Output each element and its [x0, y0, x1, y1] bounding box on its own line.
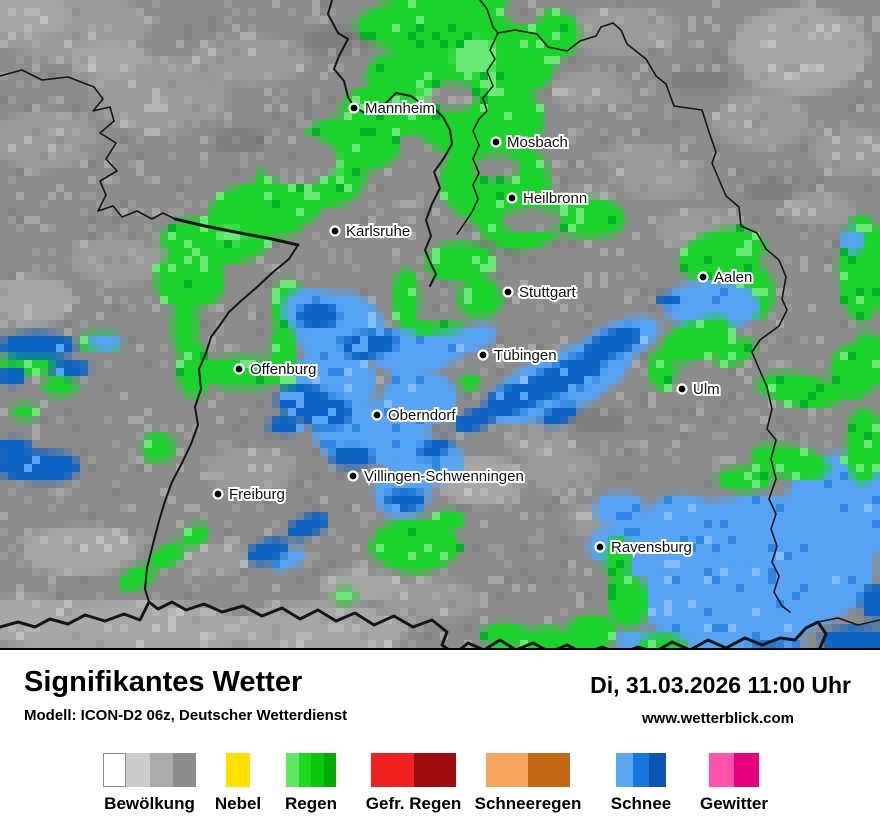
city-dot	[371, 409, 383, 421]
legend-swatch	[286, 753, 336, 787]
city-dot	[212, 488, 224, 500]
city-marker: Mannheim	[348, 98, 437, 119]
city-marker: Heilbronn	[506, 188, 589, 209]
model-info: Modell: ICON-D2 06z, Deutscher Wetterdie…	[24, 707, 348, 724]
city-dot	[697, 271, 709, 283]
city-marker: Ravensburg	[594, 537, 694, 558]
legend-group-4: Gefr. Regen	[366, 753, 461, 813]
city-label: Oberndorf	[388, 407, 456, 424]
city-marker: Freiburg	[212, 484, 287, 505]
city-dot	[594, 541, 606, 553]
city-marker: Villingen-Schwenningen	[347, 466, 526, 487]
city-dot	[347, 470, 359, 482]
city-dot	[506, 192, 518, 204]
border-line-6	[479, 0, 791, 613]
legend: Bewölkung Nebel Regen Gefr. Regen Schneerege…	[0, 650, 880, 830]
legend-group-5: Schneeregen	[475, 753, 581, 813]
city-marker: Tübingen	[477, 345, 559, 366]
city-label: Mosbach	[507, 134, 568, 151]
city-dot	[233, 363, 245, 375]
legend-label: Bewölkung	[104, 794, 195, 813]
city-label: Stuttgart	[519, 284, 577, 301]
legend-label: Schnee	[610, 794, 672, 813]
city-label: Mannheim	[365, 100, 435, 117]
legend-swatch	[103, 753, 196, 787]
city-label: Tübingen	[494, 347, 557, 364]
page-title: Signifikantes Wetter	[24, 666, 303, 698]
website: www.wetterblick.com	[642, 710, 794, 727]
datetime: Di, 31.03.2026 11:00 Uhr	[590, 672, 851, 698]
city-dot	[676, 383, 688, 395]
legend-group-6: Schnee	[611, 753, 671, 813]
city-marker: Stuttgart	[502, 282, 579, 303]
city-marker: Aalen	[697, 267, 754, 288]
legend-label: Nebel	[214, 794, 262, 813]
legend-group-2: Nebel	[215, 753, 261, 813]
border-line-2	[173, 217, 300, 247]
city-marker: Oberndorf	[371, 405, 458, 426]
city-dot	[329, 225, 341, 237]
city-dot	[477, 349, 489, 361]
border-line-5	[456, 32, 499, 235]
footer: Signifikantes Wetter Di, 31.03.2026 11:0…	[0, 650, 880, 830]
city-marker: Offenburg	[233, 359, 318, 380]
legend-label: Gewitter	[699, 794, 769, 813]
city-marker: Mosbach	[490, 132, 570, 153]
legend-swatch	[226, 753, 250, 787]
border-line-1	[0, 69, 176, 220]
legend-label: Gefr. Regen	[365, 794, 462, 813]
city-label: Aalen	[714, 269, 752, 286]
legend-swatch	[616, 753, 667, 787]
city-marker: Karlsruhe	[329, 221, 412, 242]
border-line-3	[144, 244, 299, 603]
border-line-7	[0, 600, 828, 648]
city-label: Villingen-Schwenningen	[364, 468, 524, 485]
border-line-8	[817, 617, 880, 626]
city-label: Karlsruhe	[346, 223, 410, 240]
border-line-4	[327, 0, 453, 287]
legend-label: Schneeregen	[474, 794, 582, 813]
city-label: Ravensburg	[611, 539, 692, 556]
legend-group-7: Gewitter	[700, 753, 768, 813]
city-dot	[490, 136, 502, 148]
city-marker: Ulm	[676, 379, 722, 400]
legend-group-3: Regen	[285, 753, 337, 813]
city-label: Freiburg	[229, 486, 285, 503]
city-dot	[348, 102, 360, 114]
city-label: Ulm	[693, 381, 720, 398]
city-dot	[502, 286, 514, 298]
weather-raster	[0, 0, 880, 648]
legend-group-1: Bewölkung	[103, 753, 196, 813]
map-overlay: Mannheim Mosbach Heilbronn Karlsruhe Stuttga…	[0, 0, 880, 648]
city-label: Heilbronn	[523, 190, 587, 207]
legend-swatch	[709, 753, 759, 787]
city-label: Offenburg	[250, 361, 316, 378]
legend-label: Regen	[285, 794, 337, 813]
legend-swatch	[486, 753, 570, 787]
weather-map: Mannheim Mosbach Heilbronn Karlsruhe Stuttga…	[0, 0, 880, 650]
legend-swatch	[371, 753, 456, 787]
